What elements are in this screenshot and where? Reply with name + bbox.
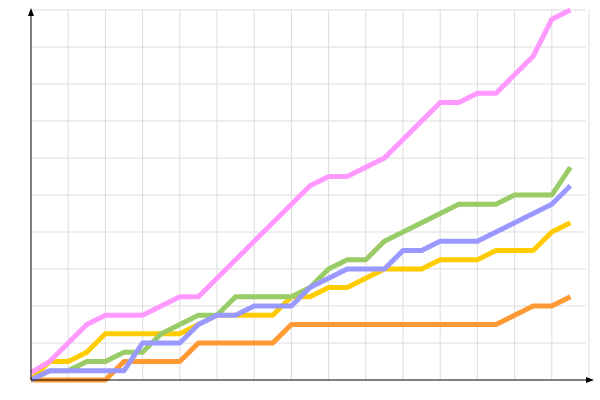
series-line-1 [31,294,572,383]
x-axis-arrow-icon [586,377,594,383]
series-line-4 [29,183,573,383]
series-line-5 [29,7,572,375]
series-line-3 [29,165,573,383]
series-lines [29,7,573,383]
y-axis-arrow-icon [28,8,34,16]
axes [28,8,594,383]
